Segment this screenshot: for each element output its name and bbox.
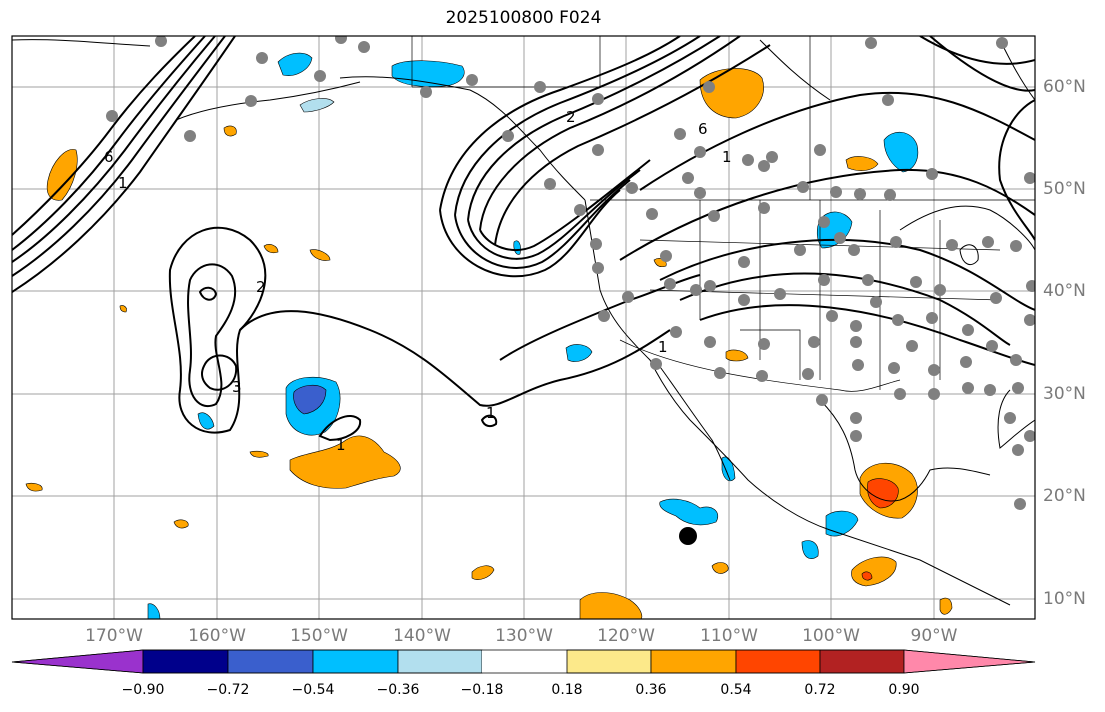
colorbar-tick-label: 0.72 <box>804 682 836 698</box>
contour-label: 6 <box>104 148 114 166</box>
negative-anomaly-patch <box>659 498 719 526</box>
positive-anomaly-patch <box>289 435 401 489</box>
negative-anomaly-patch <box>565 344 593 362</box>
colorbar-tick-label: 0.54 <box>720 682 752 698</box>
longitude-label: 170°W <box>85 626 143 646</box>
longitude-label: 110°W <box>700 626 758 646</box>
contour-lines <box>12 36 1035 442</box>
negative-anomaly-patch <box>147 603 161 619</box>
positive-anomaly-patch <box>845 156 879 171</box>
colorbar-bin <box>397 649 483 674</box>
colorbar-tick-label: 0.36 <box>635 682 667 698</box>
positive-anomaly-patch <box>851 556 897 587</box>
positive-anomaly-patch <box>263 244 279 254</box>
latitude-label: 10°N <box>1043 589 1086 609</box>
latitude-label: 20°N <box>1043 486 1086 506</box>
colorbar-tick-label: 0.90 <box>888 682 920 698</box>
latitude-label: 30°N <box>1043 384 1086 404</box>
contour-label: 1 <box>722 148 732 166</box>
station-markers <box>106 36 1035 510</box>
colorbar-bin <box>482 650 567 673</box>
contour-label: 2 <box>566 108 576 126</box>
latitude-label: 60°N <box>1043 77 1086 97</box>
anomaly-fill-layer <box>25 52 953 619</box>
colorbar-tick-label: 0.18 <box>551 682 583 698</box>
longitude-label: 130°W <box>495 626 553 646</box>
colorbar-tick-label: −0.18 <box>460 682 504 698</box>
negative-anomaly-patch <box>883 132 919 173</box>
contour-label: 2 <box>256 278 266 296</box>
positive-anomaly-patch <box>223 125 237 137</box>
negative-anomaly-patch <box>825 510 859 537</box>
positive-anomaly-patch <box>309 249 331 261</box>
positive-anomaly-patch <box>46 149 78 201</box>
positive-anomaly-patch <box>249 450 269 458</box>
colorbar-bin <box>650 649 737 674</box>
longitude-label: 100°W <box>802 626 860 646</box>
colorbar-tick-label: −0.90 <box>121 682 165 698</box>
contour-label: 1 <box>486 404 496 422</box>
positive-anomaly-patch <box>939 597 953 615</box>
colorbar <box>11 649 1036 674</box>
negative-anomaly-patch <box>299 98 335 113</box>
map-title: 2025100800 F024 <box>445 8 602 28</box>
longitude-label: 160°W <box>188 626 246 646</box>
colorbar-bin <box>142 649 229 674</box>
longitude-label: 150°W <box>290 626 348 646</box>
contour-label: 1 <box>336 436 346 454</box>
colorbar-bin <box>819 649 905 674</box>
contour-label: 3 <box>232 378 242 396</box>
latitude-label: 40°N <box>1043 281 1086 301</box>
highlight-point <box>679 527 697 545</box>
colorbar-bin <box>227 649 314 674</box>
contour-label-layer: 6 1 2 3 6 1 2 1 1 1 <box>104 108 732 454</box>
negative-anomaly-patch <box>197 412 215 430</box>
negative-anomaly-patch <box>293 384 327 415</box>
colorbar-extend-high <box>903 649 1036 674</box>
longitude-label: 140°W <box>393 626 451 646</box>
colorbar-extend-low <box>11 649 144 674</box>
contour-label: 6 <box>698 120 708 138</box>
positive-anomaly-patch <box>725 349 749 362</box>
longitude-label: 90°W <box>910 626 958 646</box>
colorbar-bin <box>312 649 399 674</box>
latitude-label: 50°N <box>1043 179 1086 199</box>
colorbar-tick-label: −0.36 <box>376 682 420 698</box>
colorbar-bin <box>735 649 821 674</box>
positive-anomaly-patch <box>25 482 43 492</box>
contour-label: 1 <box>658 338 668 356</box>
positive-anomaly-patch <box>119 305 127 313</box>
negative-anomaly-patch <box>277 52 313 76</box>
longitude-label: 120°W <box>597 626 655 646</box>
contour-label: 1 <box>118 174 128 192</box>
colorbar-tick-label: −0.54 <box>291 682 335 698</box>
colorbar-bin <box>566 649 652 674</box>
coastline-layer <box>12 39 1035 606</box>
negative-anomaly-patch <box>801 540 819 559</box>
positive-anomaly-patch <box>861 571 873 581</box>
positive-anomaly-patch <box>173 519 189 529</box>
positive-anomaly-patch <box>711 562 729 574</box>
colorbar-tick-label: −0.72 <box>206 682 250 698</box>
positive-anomaly-patch <box>471 565 495 580</box>
